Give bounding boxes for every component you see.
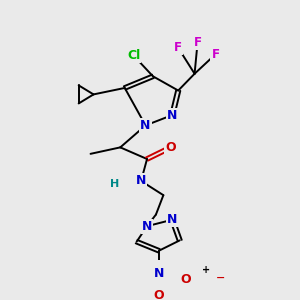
- Text: N: N: [140, 119, 151, 132]
- Text: O: O: [180, 273, 191, 286]
- Text: −: −: [215, 272, 225, 282]
- Text: H: H: [110, 178, 119, 188]
- Text: N: N: [136, 175, 146, 188]
- Text: N: N: [167, 213, 178, 226]
- Text: N: N: [167, 109, 178, 122]
- Text: N: N: [142, 220, 152, 233]
- Text: F: F: [194, 36, 202, 49]
- Text: O: O: [154, 290, 164, 300]
- Text: N: N: [154, 268, 164, 281]
- Text: Cl: Cl: [127, 49, 140, 62]
- Text: +: +: [202, 265, 210, 275]
- Text: F: F: [174, 41, 182, 54]
- Text: F: F: [212, 48, 219, 61]
- Text: O: O: [166, 141, 176, 154]
